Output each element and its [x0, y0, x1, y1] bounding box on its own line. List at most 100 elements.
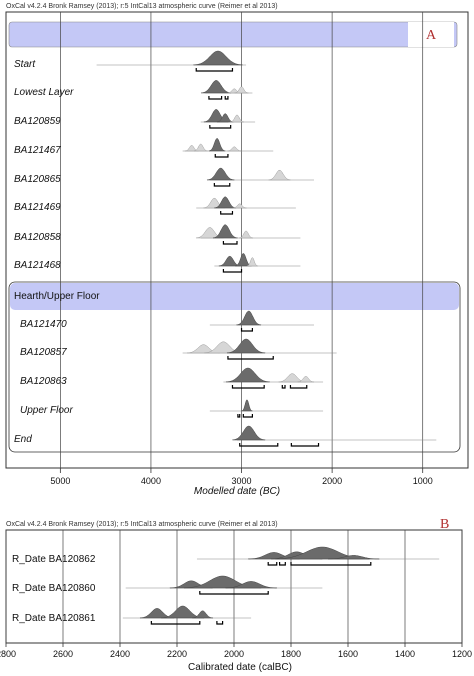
hpd-range-bracket: [237, 414, 241, 418]
row-upper-floor: Upper Floor: [20, 399, 324, 418]
prior-distribution: [239, 230, 254, 239]
row-lowest-layer: Lowest Layer: [14, 80, 253, 100]
panel-b-tick-label: 2800: [0, 649, 16, 659]
panel-a-tick-label: 2000: [322, 476, 342, 486]
row-label: BA121470: [20, 319, 67, 330]
row-ba120858: BA120858: [14, 224, 301, 245]
row-ba120857: BA120857: [20, 338, 337, 360]
row-ba121468: BA121468: [14, 253, 301, 273]
row-label: End: [14, 434, 32, 445]
posterior-distribution: [212, 224, 238, 239]
row-label: R_Date BA120860: [12, 583, 96, 594]
row-label: Start: [14, 59, 36, 70]
posterior-distribution: [226, 338, 266, 354]
hpd-range-bracket: [242, 414, 253, 418]
hpd-range-bracket: [224, 96, 229, 100]
panel-b-rows: R_Date BA120862 R_Date BA120860 R_Date BA1…: [12, 546, 440, 625]
hpd-range-bracket: [289, 385, 308, 389]
hpd-range-bracket: [281, 385, 286, 389]
row-label: BA120858: [14, 232, 61, 243]
panel-a-label-box: [408, 22, 454, 47]
hpd-range-bracket: [214, 154, 229, 158]
row-ba121467: BA121467: [14, 138, 274, 158]
prior-distribution: [297, 376, 315, 383]
prior-distribution: [193, 143, 208, 152]
row-label: BA120857: [20, 347, 67, 358]
row-label: BA121467: [14, 145, 61, 156]
prior-distribution: [232, 203, 247, 209]
group-band: [10, 283, 459, 310]
prior-distribution: [268, 169, 291, 181]
panel-b-tick-label: 2400: [110, 649, 130, 659]
row-label: BA121469: [14, 202, 61, 213]
row-label: BA120865: [14, 174, 61, 185]
panel-a-x-ticks: 5000 4000 3000 2000 1000: [50, 468, 433, 486]
row-label: Lowest Layer: [14, 87, 74, 98]
group-box: [8, 281, 461, 453]
hpd-range-bracket: [195, 68, 234, 72]
hpd-range-bracket: [213, 183, 231, 187]
panel-a-tick-label: 3000: [232, 476, 252, 486]
row-label: BA120859: [14, 116, 61, 127]
panel-b-tick-label: 2000: [224, 649, 244, 659]
panel-a-top-band: [8, 21, 458, 48]
posterior-distribution: [200, 80, 232, 94]
panel-a-gridlines: [60, 12, 424, 468]
hpd-range-bracket: [150, 621, 201, 625]
row-start: Start: [14, 50, 247, 72]
row-ba120859: BA120859: [14, 109, 256, 129]
panel-a-frame: [5, 11, 469, 469]
hpd-range-bracket: [290, 562, 372, 566]
hpd-range-bracket: [199, 591, 269, 595]
row-end: End: [14, 425, 437, 447]
prior-distribution: [229, 114, 245, 123]
row-r-date-ba120862: R_Date BA120862: [12, 546, 440, 566]
prior-distribution: [246, 257, 259, 267]
panel-a-tick-label: 1000: [413, 476, 433, 486]
hpd-range-bracket: [279, 562, 286, 566]
hpd-range-bracket: [227, 356, 274, 360]
hpd-range-bracket: [222, 269, 243, 273]
row-label: R_Date BA120861: [12, 613, 96, 624]
hpd-range-bracket: [220, 211, 234, 215]
group-label: Hearth/Upper Floor: [14, 291, 100, 302]
hpd-range-bracket: [208, 96, 223, 100]
panel-b-header: OxCal v4.2.4 Bronk Ramsey (2013); r:5 In…: [6, 521, 278, 528]
panel-b-tick-label: 2600: [53, 649, 73, 659]
calibrated-distribution: [225, 581, 278, 589]
panel-a-header: OxCal v4.2.4 Bronk Ramsey (2013); r:5 In…: [6, 3, 278, 10]
posterior-distribution: [232, 425, 266, 441]
panel-a-rows: Start Lowest Layer BA120859 BA121467 BA12086…: [14, 50, 437, 447]
row-r-date-ba120860: R_Date BA120860: [12, 575, 323, 595]
row-label: R_Date BA120862: [12, 554, 96, 565]
hpd-range-bracket: [222, 241, 238, 245]
posterior-distribution: [216, 113, 234, 123]
hpd-range-bracket: [267, 562, 278, 566]
hpd-range-bracket: [209, 125, 232, 129]
prior-distribution: [227, 146, 242, 152]
hpd-range-bracket: [216, 621, 224, 625]
row-label: BA121468: [14, 260, 61, 271]
panel-b-x-axis-title: Calibrated date (calBC): [188, 662, 292, 673]
panel-b-tick-label: 1400: [395, 649, 415, 659]
panel-a: OxCal v4.2.4 Bronk Ramsey (2013); r:5 In…: [5, 3, 469, 497]
panel-a-tick-label: 4000: [141, 476, 161, 486]
hpd-range-bracket: [290, 443, 320, 447]
prior-distribution: [234, 86, 249, 94]
panel-b-label: B: [440, 517, 449, 532]
calibrated-distribution: [192, 610, 214, 619]
panel-b: OxCal v4.2.4 Bronk Ramsey (2013); r:5 In…: [0, 517, 472, 673]
row-ba121469: BA121469: [14, 196, 296, 215]
panel-b-tick-label: 1800: [281, 649, 301, 659]
row-ba120863: BA120863: [20, 367, 324, 389]
panel-b-tick-label: 2200: [167, 649, 187, 659]
posterior-distribution: [206, 167, 235, 181]
panel-b-x-ticks: 2800 2600 2400 2200 2000 1800 1600 1400 1200: [0, 643, 472, 659]
row-r-date-ba120861: R_Date BA120861: [12, 605, 252, 625]
posterior-distribution: [225, 367, 270, 383]
hpd-range-bracket: [231, 385, 265, 389]
posterior-distribution: [193, 50, 243, 66]
panel-a-label: A: [426, 28, 437, 43]
panel-b-tick-label: 1600: [338, 649, 358, 659]
